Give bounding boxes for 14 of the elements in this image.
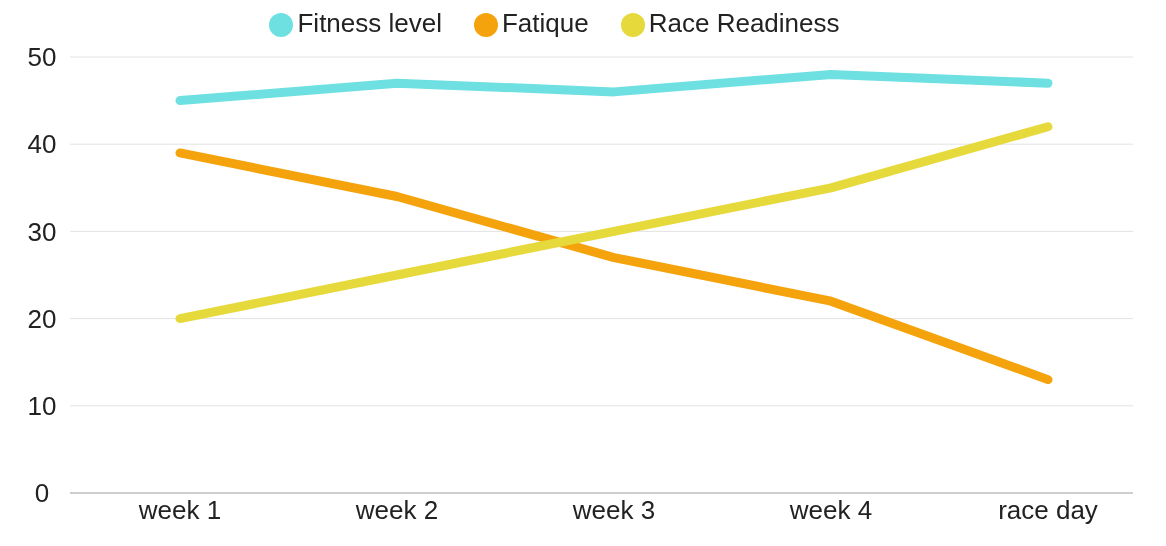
x-tick-label: week 4 <box>788 495 873 526</box>
x-tick-label: week 3 <box>571 495 656 526</box>
y-tick-label: 0 <box>34 478 50 509</box>
y-tick-label: 30 <box>27 216 57 247</box>
legend-label: Race Readiness <box>648 8 840 38</box>
x-tick-label: week 2 <box>354 495 439 526</box>
legend-label: Fitness level <box>297 8 442 38</box>
y-tick-label: 50 <box>27 42 57 73</box>
y-tick-label: 10 <box>27 391 57 422</box>
x-tick-label: week 1 <box>137 495 222 526</box>
x-tick-label: race day <box>998 495 1098 526</box>
y-tick-label: 20 <box>27 303 57 334</box>
y-tick-label: 40 <box>27 129 57 160</box>
legend-label: Fatique <box>501 8 589 38</box>
